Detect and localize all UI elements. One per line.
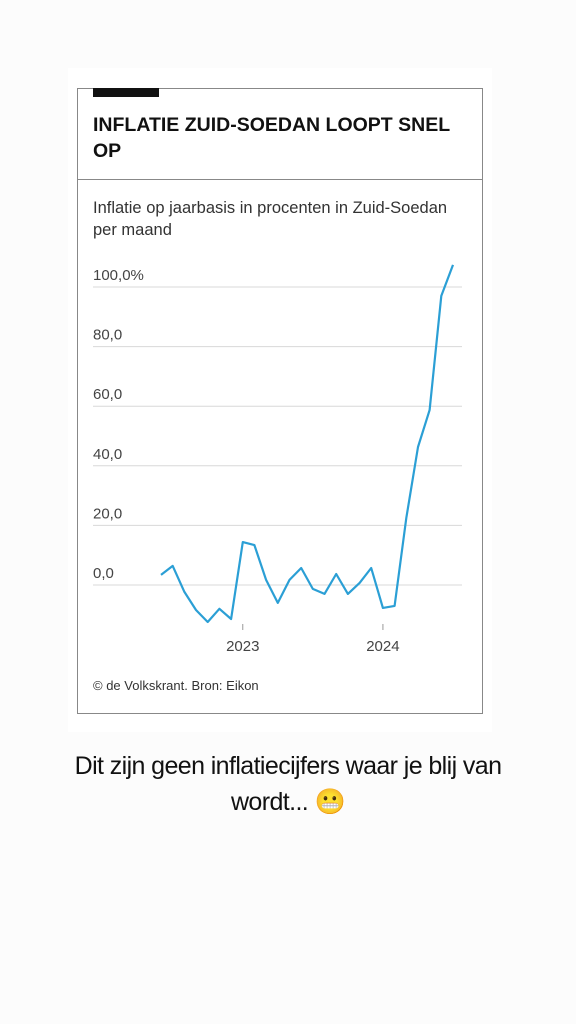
line (160, 264, 455, 624)
x-tick-label: 2023 (226, 638, 259, 655)
chart-border (77, 88, 483, 714)
y-tick-label: 40,0 (93, 446, 122, 463)
y-tick-label: 100,0% (93, 267, 144, 284)
y-tick-label: 80,0 (93, 327, 122, 344)
accent-bar (93, 88, 159, 97)
y-tick-label: 60,0 (93, 386, 122, 403)
card (68, 68, 492, 732)
chart-title: INFLATIE ZUID-SOEDAN LOOPT SNEL OP (93, 114, 450, 162)
caption: Dit zijn geen inflatiecijfers waar je bl… (74, 752, 502, 816)
y-tick-label: 0,0 (93, 565, 114, 582)
source: © de Volkskrant. Bron: Eikon (93, 678, 259, 693)
chart: INFLATIE ZUID-SOEDAN LOOPT SNEL OP Inflat… (77, 88, 483, 714)
x-tick-label: 2024 (366, 638, 399, 655)
chart-subtitle: Inflatie op jaarbasis in procenten in Zu… (93, 199, 447, 239)
y-tick-label: 20,0 (93, 505, 122, 522)
